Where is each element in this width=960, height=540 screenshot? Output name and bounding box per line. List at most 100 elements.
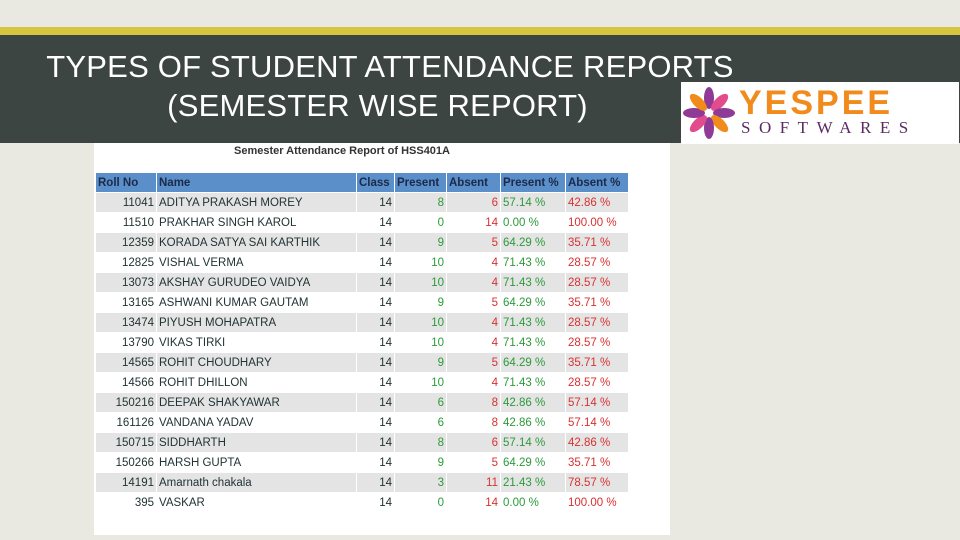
cell-absent-pct: 35.71 %	[566, 353, 628, 372]
cell-present: 9	[395, 233, 446, 252]
cell-absent-pct: 28.57 %	[566, 373, 628, 392]
cell-roll-no: 13474	[96, 313, 156, 332]
cell-class: 14	[357, 413, 394, 432]
cell-name: SIDDHARTH	[157, 433, 356, 452]
attendance-table: Roll No Name Class Present Absent Presen…	[95, 172, 629, 513]
table-row: 13073 AKSHAY GURUDEO VAIDYA 14 10 4 71.43 % 28…	[96, 273, 628, 292]
cell-roll-no: 13073	[96, 273, 156, 292]
cell-absent-pct: 35.71 %	[566, 293, 628, 312]
cell-class: 14	[357, 393, 394, 412]
report-title: Semester Attendance Report of HSS401A	[234, 145, 450, 157]
cell-absent: 5	[447, 353, 500, 372]
cell-absent: 6	[447, 193, 500, 212]
cell-name: ROHIT CHOUDHARY	[157, 353, 356, 372]
cell-class: 14	[357, 493, 394, 512]
cell-roll-no: 11041	[96, 193, 156, 212]
cell-absent-pct: 35.71 %	[566, 453, 628, 472]
cell-present: 0	[395, 213, 446, 232]
cell-name: PRAKHAR SINGH KAROL	[157, 213, 356, 232]
cell-absent: 14	[447, 213, 500, 232]
table-row: 150266 HARSH GUPTA 14 9 5 64.29 % 35.71 %	[96, 453, 628, 472]
cell-present: 10	[395, 373, 446, 392]
cell-present-pct: 64.29 %	[501, 453, 565, 472]
cell-absent-pct: 28.57 %	[566, 313, 628, 332]
table-row: 395 VASKAR 14 0 14 0.00 % 100.00 %	[96, 493, 628, 512]
cell-present-pct: 71.43 %	[501, 253, 565, 272]
cell-absent-pct: 100.00 %	[566, 213, 628, 232]
cell-absent: 4	[447, 373, 500, 392]
cell-present: 10	[395, 333, 446, 352]
cell-class: 14	[357, 273, 394, 292]
cell-roll-no: 150216	[96, 393, 156, 412]
cell-absent: 5	[447, 233, 500, 252]
header-present-pct: Present %	[501, 173, 565, 192]
cell-present-pct: 57.14 %	[501, 193, 565, 212]
cell-present: 8	[395, 193, 446, 212]
company-logo: YESPEE SOFTWARES	[681, 82, 959, 144]
attendance-report: Semester Attendance Report of HSS401A Ro…	[94, 143, 670, 535]
slide-title-line2: (SEMESTER WISE REPORT)	[167, 88, 588, 123]
cell-present-pct: 21.43 %	[501, 473, 565, 492]
cell-name: VASKAR	[157, 493, 356, 512]
cell-name: HARSH GUPTA	[157, 453, 356, 472]
cell-present: 9	[395, 453, 446, 472]
cell-absent: 8	[447, 393, 500, 412]
cell-present-pct: 0.00 %	[501, 213, 565, 232]
cell-present-pct: 42.86 %	[501, 393, 565, 412]
cell-name: VIKAS TIRKI	[157, 333, 356, 352]
table-row: 150216 DEEPAK SHAKYAWAR 14 6 8 42.86 % 57.14 %	[96, 393, 628, 412]
cell-class: 14	[357, 213, 394, 232]
cell-present-pct: 42.86 %	[501, 413, 565, 432]
table-row: 11041 ADITYA PRAKASH MOREY 14 8 6 57.14 % 42.8…	[96, 193, 628, 212]
cell-present-pct: 0.00 %	[501, 493, 565, 512]
cell-present-pct: 64.29 %	[501, 293, 565, 312]
cell-roll-no: 14565	[96, 353, 156, 372]
cell-present-pct: 64.29 %	[501, 353, 565, 372]
logo-subtitle: SOFTWARES	[741, 118, 917, 137]
cell-absent-pct: 42.86 %	[566, 193, 628, 212]
cell-roll-no: 14191	[96, 473, 156, 492]
cell-name: ROHIT DHILLON	[157, 373, 356, 392]
cell-present: 9	[395, 293, 446, 312]
cell-class: 14	[357, 333, 394, 352]
table-row: 14191 Amarnath chakala 14 3 11 21.43 % 78.57 %	[96, 473, 628, 492]
cell-present-pct: 71.43 %	[501, 273, 565, 292]
cell-absent-pct: 28.57 %	[566, 253, 628, 272]
cell-name: VANDANA YADAV	[157, 413, 356, 432]
cell-absent: 4	[447, 253, 500, 272]
cell-name: PIYUSH MOHAPATRA	[157, 313, 356, 332]
cell-name: DEEPAK SHAKYAWAR	[157, 393, 356, 412]
table-row: 161126 VANDANA YADAV 14 6 8 42.86 % 57.14 %	[96, 413, 628, 432]
cell-present: 0	[395, 493, 446, 512]
cell-name: AKSHAY GURUDEO VAIDYA	[157, 273, 356, 292]
cell-class: 14	[357, 453, 394, 472]
header-absent-pct: Absent %	[566, 173, 628, 192]
cell-present-pct: 57.14 %	[501, 433, 565, 452]
cell-class: 14	[357, 473, 394, 492]
header-class: Class	[357, 173, 394, 192]
cell-present: 10	[395, 273, 446, 292]
table-header-row: Roll No Name Class Present Absent Presen…	[96, 173, 628, 192]
table-row: 14565 ROHIT CHOUDHARY 14 9 5 64.29 % 35.71 %	[96, 353, 628, 372]
table-row: 14566 ROHIT DHILLON 14 10 4 71.43 % 28.57 %	[96, 373, 628, 392]
cell-present: 10	[395, 313, 446, 332]
cell-name: KORADA SATYA SAI KARTHIK	[157, 233, 356, 252]
cell-class: 14	[357, 193, 394, 212]
table-row: 13474 PIYUSH MOHAPATRA 14 10 4 71.43 % 28.57 %	[96, 313, 628, 332]
table-row: 150715 SIDDHARTH 14 8 6 57.14 % 42.86 %	[96, 433, 628, 452]
cell-roll-no: 13165	[96, 293, 156, 312]
cell-name: ADITYA PRAKASH MOREY	[157, 193, 356, 212]
logo-wordmark: YESPEE	[739, 84, 894, 122]
table-row: 13790 VIKAS TIRKI 14 10 4 71.43 % 28.57 %	[96, 333, 628, 352]
header-absent: Absent	[447, 173, 500, 192]
slide-title: TYPES OF STUDENT ATTENDANCE REPORTS (SEM…	[0, 47, 780, 125]
cell-absent: 4	[447, 273, 500, 292]
cell-roll-no: 12825	[96, 253, 156, 272]
cell-roll-no: 11510	[96, 213, 156, 232]
flower-logo-icon	[683, 87, 735, 139]
header-roll-no: Roll No	[96, 173, 156, 192]
header-present: Present	[395, 173, 446, 192]
cell-present: 6	[395, 413, 446, 432]
cell-absent: 14	[447, 493, 500, 512]
slide-title-line1: TYPES OF STUDENT ATTENDANCE REPORTS	[46, 49, 734, 84]
